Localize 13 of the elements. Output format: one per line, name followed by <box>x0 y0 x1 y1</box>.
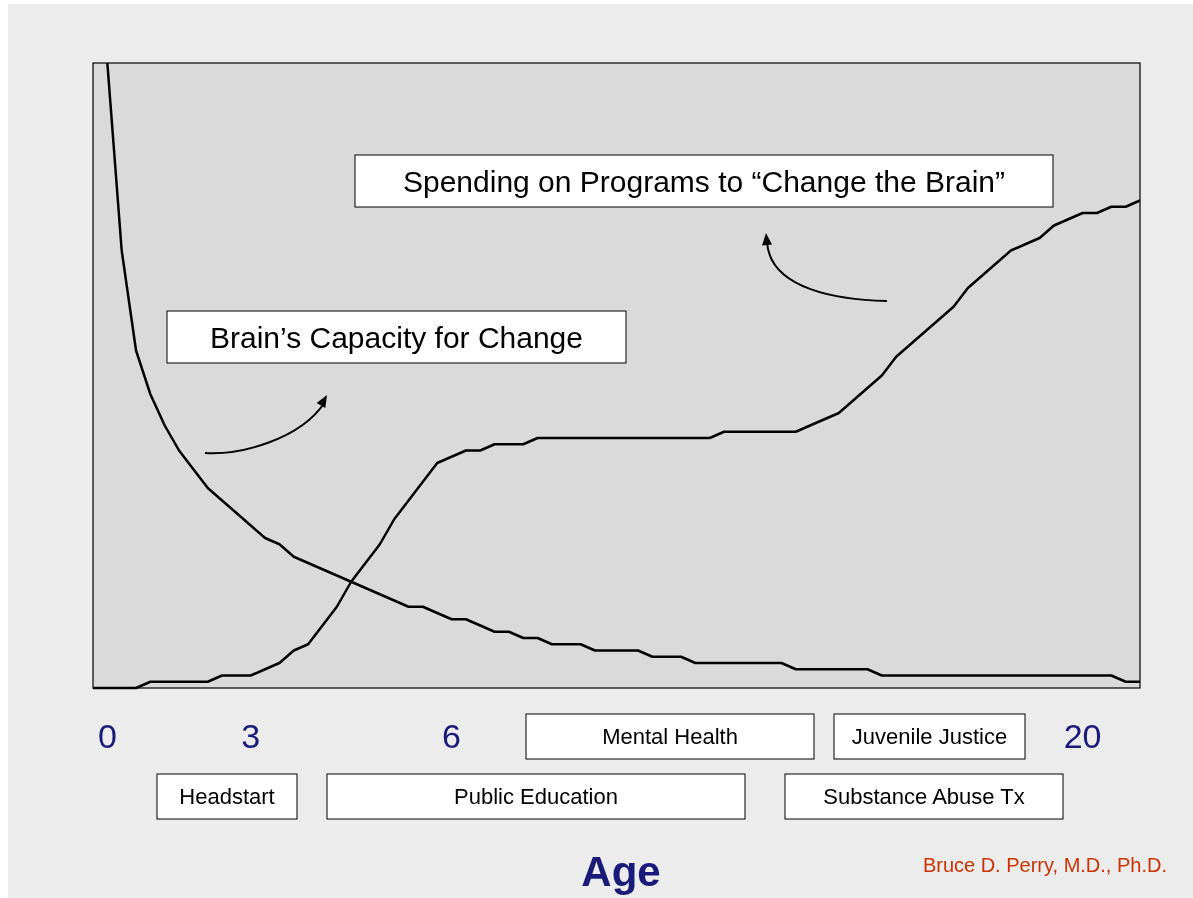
annotation: Spending on Programs to “Change the Brain” <box>402 164 1006 198</box>
text: Juvenile Justice <box>851 724 1008 750</box>
x-tick-label: 6 <box>442 717 462 755</box>
x-tick-label: 20 <box>1063 717 1102 755</box>
text: Substance Abuse Tx <box>823 784 1025 810</box>
x-axis-title: Age <box>581 848 661 895</box>
x-tick-label: 3 <box>241 717 261 755</box>
x-tick-label: 0 <box>97 717 117 755</box>
text: Public Education <box>454 784 618 810</box>
annotation: Brain’s Capacity for Change <box>210 320 583 354</box>
text: Bruce D. Perry, M.D., Ph.D. <box>922 854 1167 876</box>
text: Mental Health <box>602 724 738 750</box>
text: Headstart <box>179 784 275 810</box>
